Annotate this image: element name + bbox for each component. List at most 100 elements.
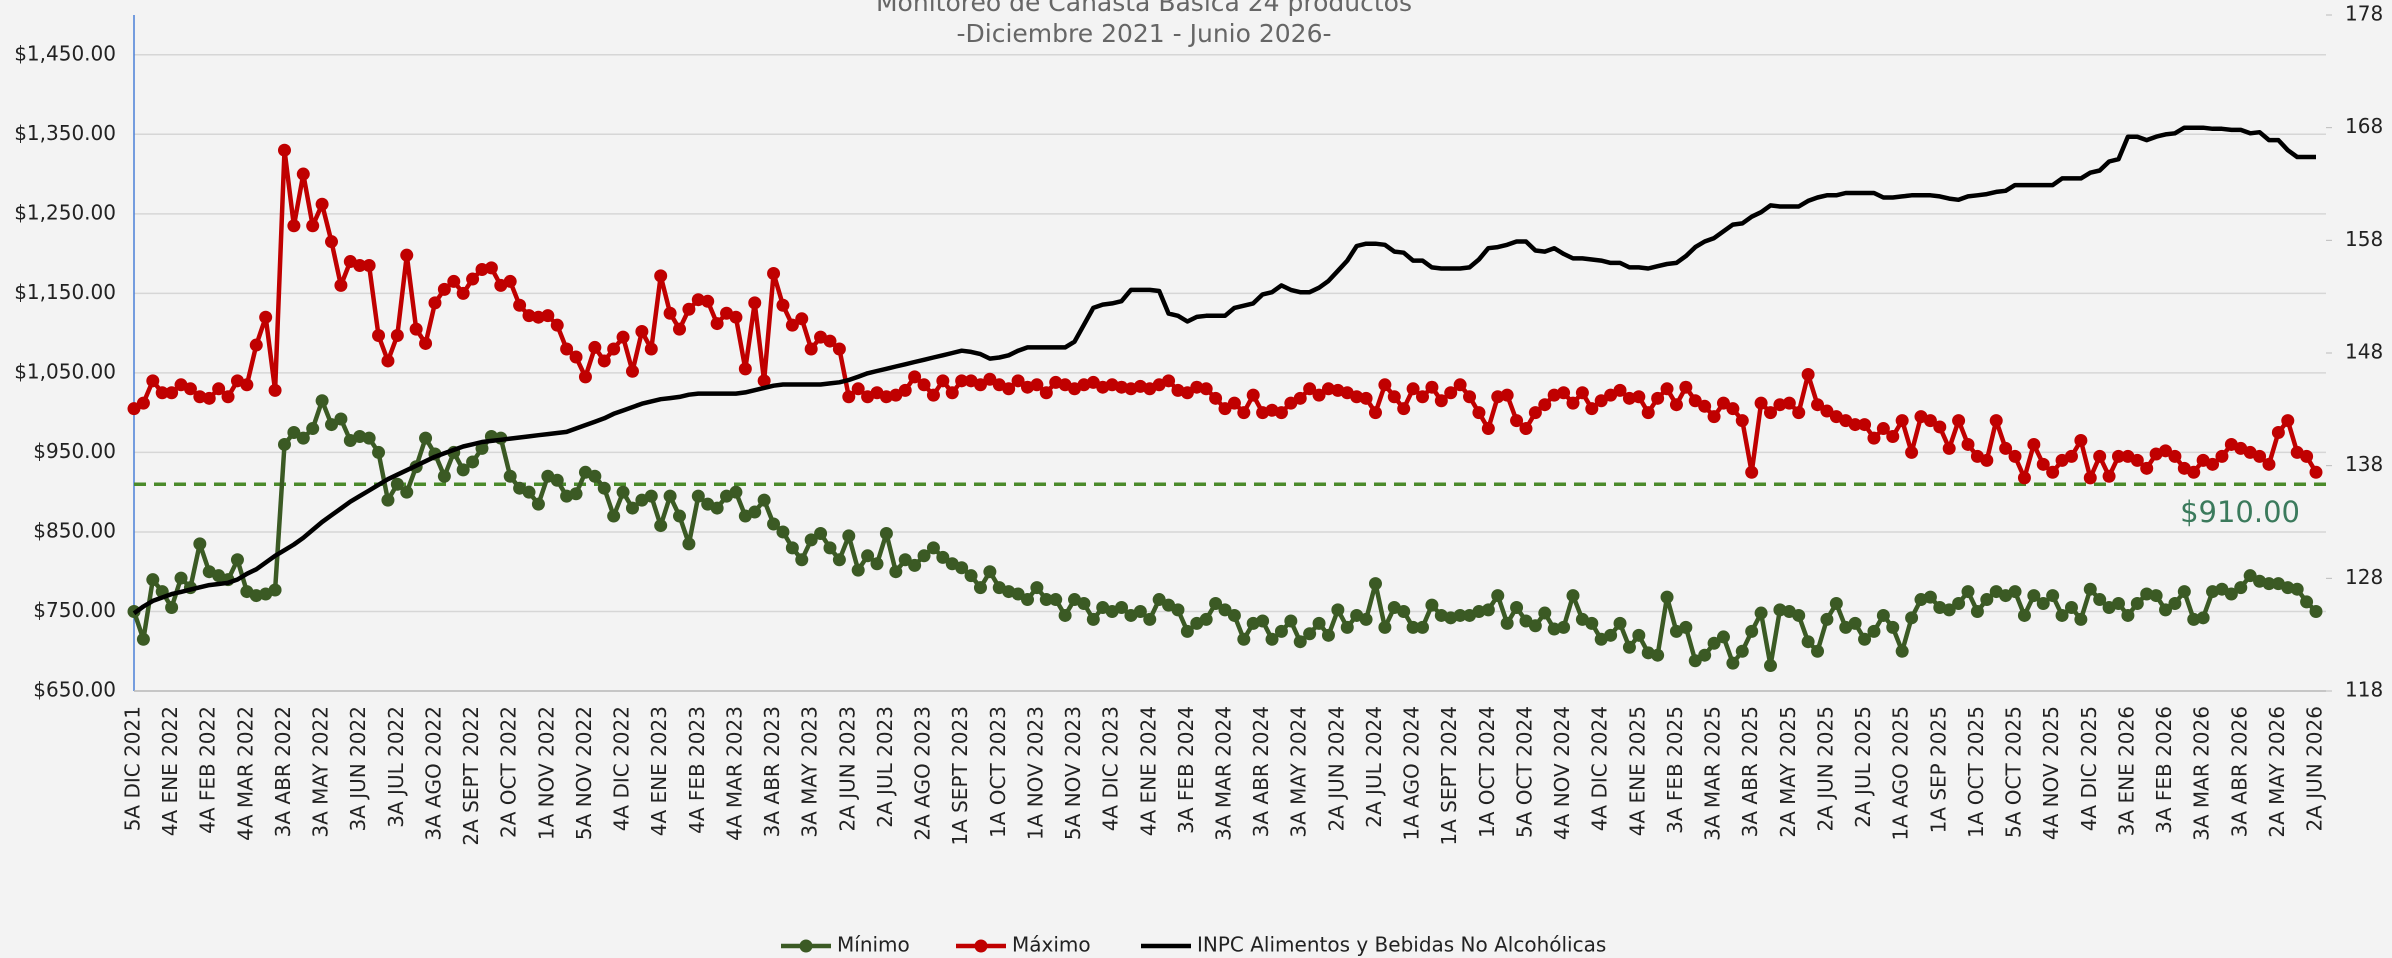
data-point (635, 325, 648, 338)
data-point (287, 219, 300, 232)
x-tick-label: 4A NOV 2024 (1550, 706, 1574, 840)
data-point (1642, 406, 1655, 419)
data-point (1049, 593, 1062, 606)
data-point (1557, 386, 1570, 399)
x-tick-label: 4A DIC 2022 (610, 706, 634, 831)
data-point (2112, 597, 2125, 610)
data-point (2310, 605, 2323, 618)
data-point (466, 455, 479, 468)
x-tick-label: 1A NOV 2023 (1023, 706, 1047, 840)
data-point (1454, 378, 1467, 391)
data-point (306, 422, 319, 435)
data-point (1313, 617, 1326, 630)
x-tick-label: 4A MAR 2022 (233, 706, 257, 841)
data-point (175, 572, 188, 585)
data-point (1341, 621, 1354, 634)
x-tick-label: 3A ABR 2024 (1249, 706, 1273, 837)
data-point (1867, 432, 1880, 445)
data-point (626, 365, 639, 378)
data-point (2140, 462, 2153, 475)
y2-tick-label: 158 (2345, 227, 2383, 251)
data-point (485, 261, 498, 274)
data-point (438, 470, 451, 483)
data-point (1952, 597, 1965, 610)
data-point (1943, 442, 1956, 455)
data-point (372, 329, 385, 342)
data-point (1980, 454, 1993, 467)
data-point (2168, 450, 2181, 463)
data-point (1209, 392, 1222, 405)
x-tick-label: 3A MAY 2023 (798, 706, 822, 838)
data-point (457, 287, 470, 300)
data-point (1228, 609, 1241, 622)
data-point (889, 565, 902, 578)
data-point (682, 537, 695, 550)
data-point (2150, 589, 2163, 602)
data-point (570, 350, 583, 363)
data-point (1651, 649, 1664, 662)
data-point (1360, 613, 1373, 626)
data-point (645, 490, 658, 503)
data-point (1463, 390, 1476, 403)
data-point (2027, 438, 2040, 451)
x-tick-label: 3A ABR 2023 (760, 706, 784, 837)
data-point (2197, 611, 2210, 624)
data-point (2018, 609, 2031, 622)
data-point (1858, 418, 1871, 431)
data-point (1275, 625, 1288, 638)
data-point (1030, 581, 1043, 594)
data-point (278, 438, 291, 451)
data-point (1745, 625, 1758, 638)
data-point (786, 541, 799, 554)
x-tick-label: 2A SEPT 2022 (459, 706, 483, 846)
data-point (400, 486, 413, 499)
data-point (1284, 615, 1297, 628)
x-tick-label: 3A MAR 2025 (1701, 706, 1725, 841)
data-point (983, 565, 996, 578)
data-point (2187, 466, 2200, 479)
data-point (664, 307, 677, 320)
y2-tick-label: 118 (2345, 678, 2383, 702)
data-point (1802, 368, 1815, 381)
data-point (1397, 402, 1410, 415)
data-point (1087, 613, 1100, 626)
data-point (2300, 450, 2313, 463)
data-point (278, 144, 291, 157)
data-point (2009, 450, 2022, 463)
data-point (1783, 397, 1796, 410)
data-point (1360, 392, 1373, 405)
data-point (1623, 641, 1636, 654)
data-point (259, 311, 272, 324)
data-point (2074, 434, 2087, 447)
data-point (1632, 390, 1645, 403)
data-point (729, 486, 742, 499)
data-point (1472, 406, 1485, 419)
data-point (1802, 635, 1815, 648)
data-point (1566, 589, 1579, 602)
data-point (1830, 597, 1843, 610)
data-point (334, 279, 347, 292)
x-tick-label: 1A SEPT 2023 (948, 706, 972, 846)
data-point (2168, 597, 2181, 610)
y-tick-label: $1,350.00 (14, 121, 116, 145)
y-tick-label: $1,450.00 (14, 41, 116, 65)
x-tick-label: 4A MAR 2023 (722, 706, 746, 841)
data-point (306, 219, 319, 232)
data-point (2131, 597, 2144, 610)
data-point (1933, 420, 1946, 433)
data-point (410, 323, 423, 336)
data-point (541, 309, 554, 322)
x-tick-label: 1A OCT 2023 (986, 706, 1010, 838)
data-point (1755, 397, 1768, 410)
data-point (1369, 406, 1382, 419)
data-point (617, 331, 630, 344)
x-tick-label: 3A FEB 2024 (1174, 706, 1198, 834)
data-point (1275, 406, 1288, 419)
data-point (231, 553, 244, 566)
data-point (2074, 613, 2087, 626)
reference-label: $910.00 (2180, 495, 2300, 529)
x-tick-label: 4A FEB 2022 (196, 706, 220, 834)
data-point (1501, 389, 1514, 402)
data-point (729, 311, 742, 324)
data-point (927, 541, 940, 554)
